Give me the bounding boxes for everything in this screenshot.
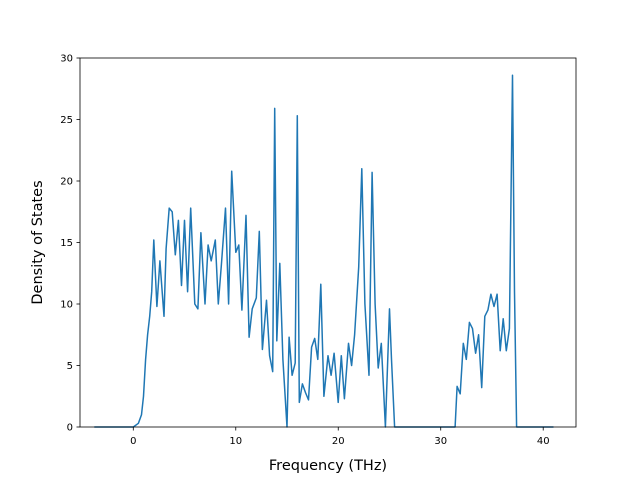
x-axis-label: Frequency (THz) (269, 458, 387, 474)
x-tick-label: 20 (332, 436, 345, 447)
y-tick-label: 20 (60, 177, 73, 188)
y-tick-label: 25 (60, 115, 73, 126)
y-tick-label: 5 (67, 361, 73, 372)
y-axis-ticks: 0 5 10 15 20 25 30 (60, 54, 80, 434)
y-tick-label: 0 (67, 423, 73, 434)
dos-series-line (94, 74, 554, 428)
y-tick-label: 30 (60, 54, 73, 65)
x-tick-label: 40 (537, 436, 550, 447)
series-layer (94, 74, 554, 428)
plot-background (80, 58, 576, 427)
y-tick-label: 15 (60, 238, 73, 249)
x-tick-label: 30 (434, 436, 447, 447)
x-tick-label: 0 (130, 436, 136, 447)
y-axis-label: Density of States (30, 180, 46, 304)
x-tick-label: 10 (229, 436, 242, 447)
y-tick-label: 10 (60, 300, 73, 311)
x-axis-ticks: 0 10 20 30 40 (130, 427, 550, 447)
